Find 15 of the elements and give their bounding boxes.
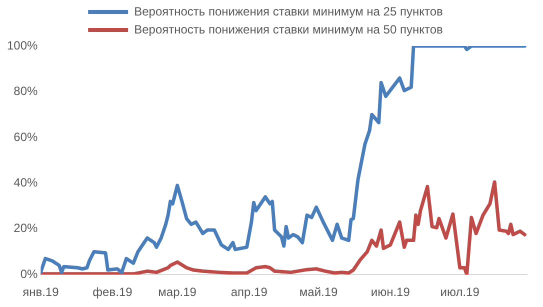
y-tick-label: 60% bbox=[14, 130, 38, 144]
x-tick-label: май.19 bbox=[299, 285, 338, 300]
x-tick-label: июн.19 bbox=[370, 285, 410, 300]
y-tick-label: 100% bbox=[6, 38, 38, 52]
legend-label: Вероятность понижения ставки минимум на 50 пунктов bbox=[134, 22, 443, 36]
y-tick-label: 40% bbox=[14, 175, 38, 190]
x-tick-label: апр.19 bbox=[230, 285, 268, 300]
legend-label: Вероятность понижения ставки минимум на 25 пунктов bbox=[134, 4, 443, 18]
x-tick-label: июл.19 bbox=[440, 285, 480, 300]
x-tick-label: мар.19 bbox=[158, 285, 197, 300]
x-tick-label: янв.19 bbox=[22, 285, 60, 300]
y-tick-label: 0% bbox=[20, 266, 38, 281]
y-tick-label: 80% bbox=[14, 84, 38, 98]
y-tick-label: 20% bbox=[14, 221, 38, 236]
x-tick-label: фев.19 bbox=[92, 285, 133, 300]
